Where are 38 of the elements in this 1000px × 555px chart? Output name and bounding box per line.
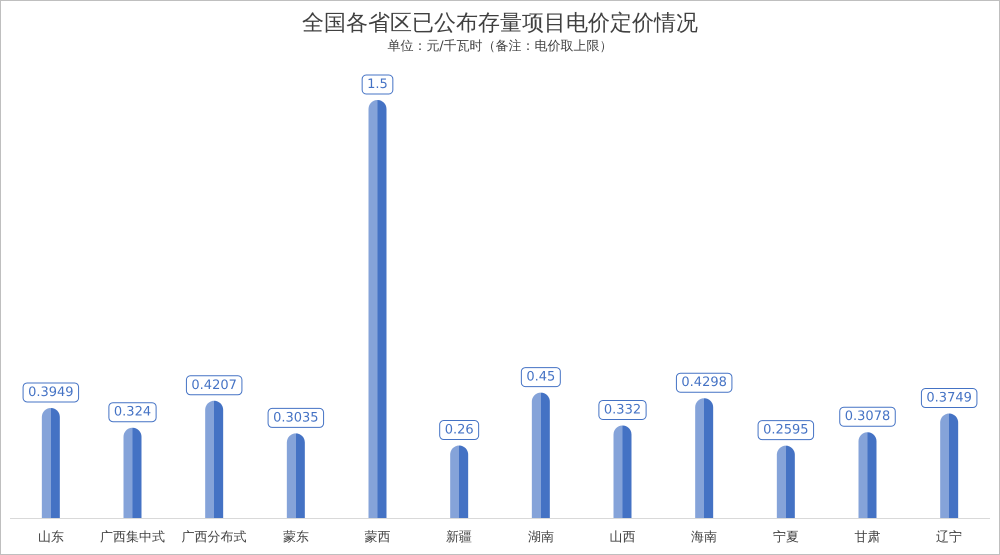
bar (776, 446, 795, 518)
x-tick-label: 宁夏 (772, 529, 799, 545)
data-label: 0.3749 (926, 390, 972, 406)
x-tick-label: 甘肃 (854, 530, 880, 545)
bar (42, 408, 60, 518)
x-tick-label: 山西 (610, 530, 636, 545)
data-label: 0.332 (604, 402, 642, 418)
chart-subtitle: 单位：元/千瓦时（备注：电价取上限） (387, 39, 613, 54)
chart-title: 全国各省区已公布存量项目电价定价情况 (302, 11, 698, 36)
x-tick-label: 广西集中式 (100, 530, 165, 545)
x-tick-label: 山东 (38, 530, 64, 545)
x-tick-label: 广西分布式 (182, 530, 247, 545)
x-tick-label: 海南 (691, 530, 718, 545)
data-label: 0.3035 (273, 410, 319, 426)
bar (614, 426, 632, 518)
data-label: 0.45 (526, 370, 556, 385)
data-label: 0.2595 (763, 422, 809, 438)
x-tick-label: 湖南 (528, 530, 554, 545)
bar (124, 428, 142, 518)
data-label: 1.5 (367, 77, 388, 92)
bar (205, 400, 224, 518)
data-label: 0.4298 (681, 375, 727, 390)
x-tick-label: 新疆 (446, 530, 472, 545)
bar (695, 398, 714, 518)
data-label: 0.324 (114, 404, 152, 420)
bar (532, 392, 550, 518)
data-label: 0.3949 (28, 384, 74, 400)
bar (940, 414, 958, 518)
bar (368, 100, 386, 518)
x-tick-label: 辽宁 (936, 529, 962, 545)
x-tick-label: 蒙东 (282, 530, 309, 545)
bar (858, 432, 876, 518)
bar (286, 433, 305, 518)
data-label: 0.3078 (844, 409, 890, 424)
x-tick-label: 蒙西 (364, 530, 390, 545)
data-label: 0.4207 (191, 378, 237, 393)
data-label: 0.26 (444, 422, 474, 438)
bar (450, 446, 468, 518)
